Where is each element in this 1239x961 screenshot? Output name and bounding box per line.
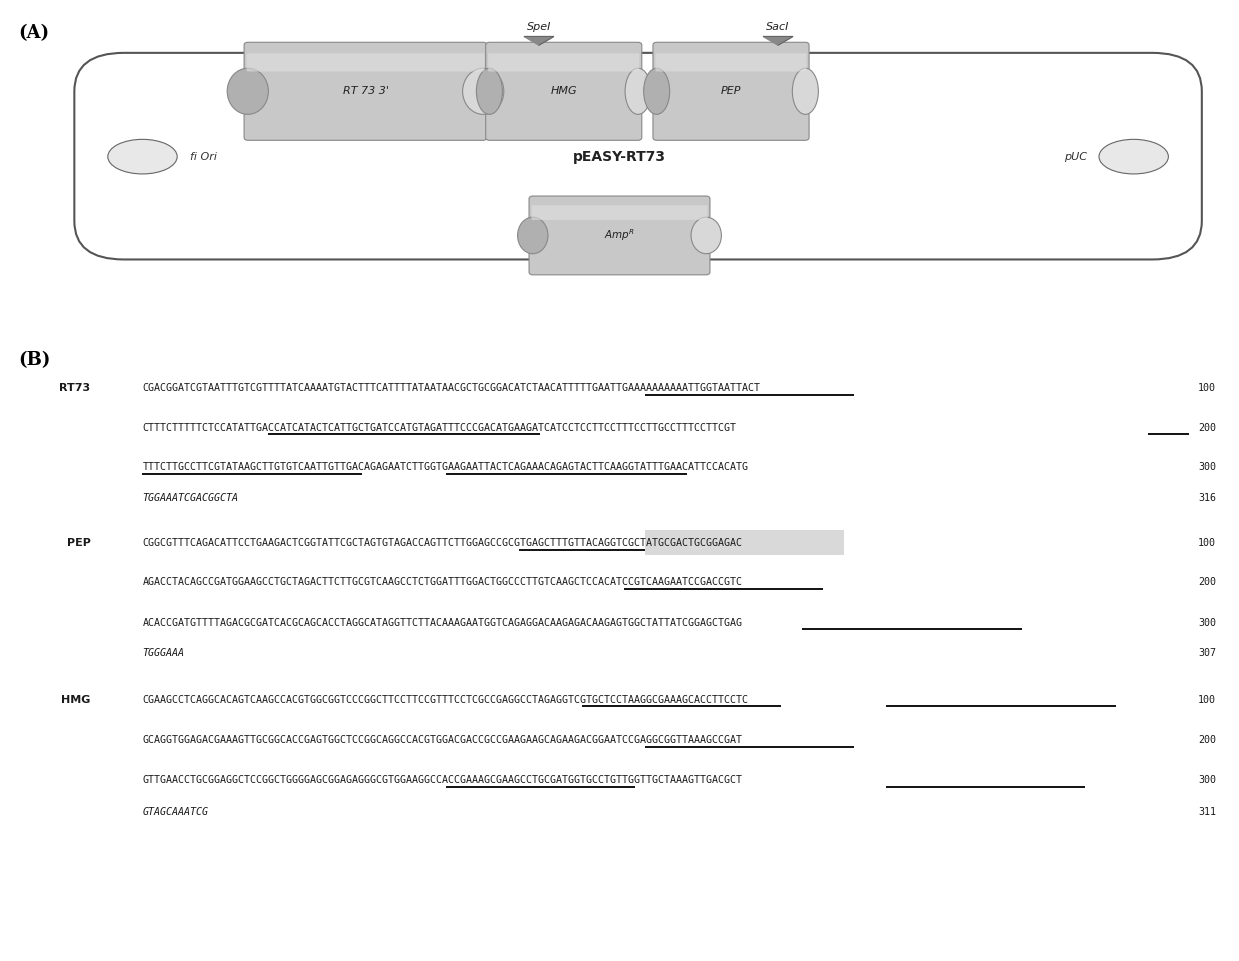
Ellipse shape (624, 68, 652, 114)
Ellipse shape (462, 68, 504, 114)
Text: PEP: PEP (67, 538, 90, 548)
Text: SacI: SacI (767, 22, 789, 32)
FancyBboxPatch shape (655, 54, 807, 71)
Text: CGAAGCCTCAGGCACAGTCAAGCCACGTGGCGGTCCCGGCTTCCTTCCGTTTCCTCGCCGAGGCCTAGAGGTCGTGCTCC: CGAAGCCTCAGGCACAGTCAAGCCACGTGGCGGTCCCGGC… (142, 695, 748, 704)
FancyBboxPatch shape (486, 42, 642, 140)
Text: 300: 300 (1198, 776, 1217, 785)
Text: HMG: HMG (61, 695, 90, 704)
Text: 100: 100 (1198, 538, 1217, 548)
Text: 100: 100 (1198, 383, 1217, 393)
Text: (B): (B) (19, 351, 51, 369)
Polygon shape (763, 37, 793, 45)
Text: Amp$^R$: Amp$^R$ (605, 228, 634, 243)
Text: 300: 300 (1198, 462, 1217, 472)
Ellipse shape (476, 68, 503, 114)
FancyBboxPatch shape (244, 42, 487, 140)
Ellipse shape (691, 217, 721, 254)
Text: SpeI: SpeI (527, 22, 551, 32)
Ellipse shape (1099, 139, 1168, 174)
Ellipse shape (518, 217, 548, 254)
Text: RT73: RT73 (59, 383, 90, 393)
Text: 300: 300 (1198, 618, 1217, 628)
Text: CGGCGTTTCAGACATTCCTGAAGACTCGGTATTCGCTAGTGTAGACCAGTTCTTGGAGCCGCGTGAGCTTTGTTACAGGT: CGGCGTTTCAGACATTCCTGAAGACTCGGTATTCGCTAGT… (142, 538, 742, 548)
Text: HMG: HMG (550, 86, 577, 96)
Text: TTTCTTGCCTTCGTATAAGCTTGTGTCAATTGTTGACAGAGAATCTTGGTGAAGAATTACTCAGAAACAGAGTACTTCAA: TTTCTTGCCTTCGTATAAGCTTGTGTCAATTGTTGACAGA… (142, 462, 748, 472)
Ellipse shape (792, 68, 818, 114)
Text: 200: 200 (1198, 735, 1217, 745)
FancyBboxPatch shape (532, 206, 707, 220)
Text: CGACGGATCGTAATTTGTCGTTTTATCAAAATGTACTTTCATTTTATAATAACGCTGCGGACATCTAACATTTTTGAATT: CGACGGATCGTAATTTGTCGTTTTATCAAAATGTACTTTC… (142, 383, 761, 393)
Text: CTTTCTTTTTCTCCATATTGACCATCATACTCATTGCTGATCCATGTAGATTTCCCGACATGAAGATCATCCTCCTTCCT: CTTTCTTTTTCTCCATATTGACCATCATACTCATTGCTGA… (142, 423, 736, 432)
Text: (A): (A) (19, 24, 50, 42)
FancyBboxPatch shape (488, 54, 639, 71)
Text: GTTGAACCTGCGGAGGCTCCGGCTGGGGAGCGGAGAGGGCGTGGAAGGCCACCGAAAGCGAAGCCTGCGATGGTGCCTGT: GTTGAACCTGCGGAGGCTCCGGCTGGGGAGCGGAGAGGGC… (142, 776, 742, 785)
Text: 100: 100 (1198, 695, 1217, 704)
Text: TGGGAAA: TGGGAAA (142, 649, 185, 658)
Text: ACACCGATGTTTTAGACGCGATCACGCAGCACCTAGGCATAGGTTCTTACAAAGAATGGTCAGAGGACAAGAGACAAGAG: ACACCGATGTTTTAGACGCGATCACGCAGCACCTAGGCAT… (142, 618, 742, 628)
Text: GCAGGTGGAGACGAAAGTTGCGGCACCGAGTGGCTCCGGCAGGCCACGTGGACGACCGCCGAAGAAGCAGAAGACGGAAT: GCAGGTGGAGACGAAAGTTGCGGCACCGAGTGGCTCCGGC… (142, 735, 742, 745)
Text: 311: 311 (1198, 807, 1217, 817)
Text: pEASY-RT73: pEASY-RT73 (572, 150, 667, 163)
FancyBboxPatch shape (653, 42, 809, 140)
Ellipse shape (227, 68, 269, 114)
Ellipse shape (108, 139, 177, 174)
Text: 307: 307 (1198, 649, 1217, 658)
Text: 316: 316 (1198, 493, 1217, 503)
Text: RT 73 3': RT 73 3' (342, 86, 389, 96)
Text: GTAGCAAATCG: GTAGCAAATCG (142, 807, 208, 817)
Text: fi Ori: fi Ori (190, 152, 217, 161)
Text: AGACCTACAGCCGATGGAAGCCTGCTAGACTTCTTGCGTCAAGCCTCTGGATTTGGACTGGCCCTTGTCAAGCTCCACAT: AGACCTACAGCCGATGGAAGCCTGCTAGACTTCTTGCGTC… (142, 578, 742, 587)
Polygon shape (524, 37, 554, 45)
Text: TGGAAATCGACGGCTA: TGGAAATCGACGGCTA (142, 493, 238, 503)
FancyBboxPatch shape (247, 54, 484, 71)
Text: 200: 200 (1198, 578, 1217, 587)
Text: 200: 200 (1198, 423, 1217, 432)
Ellipse shape (644, 68, 670, 114)
FancyBboxPatch shape (529, 196, 710, 275)
FancyBboxPatch shape (646, 530, 844, 555)
Text: PEP: PEP (721, 86, 741, 96)
Text: pUC: pUC (1063, 152, 1087, 161)
